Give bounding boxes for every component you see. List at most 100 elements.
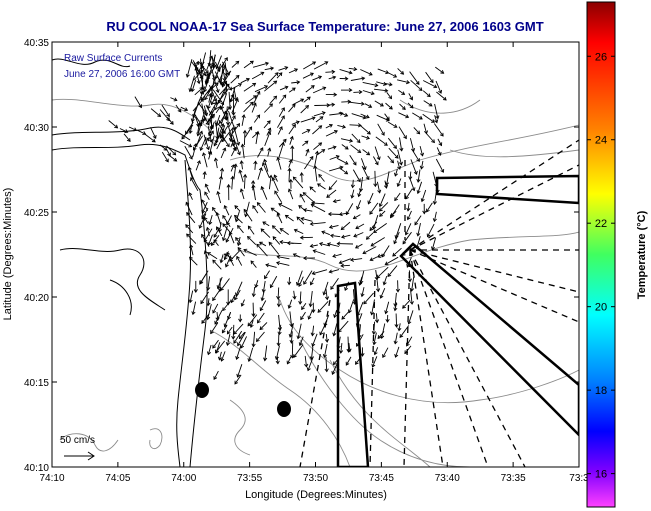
current-vector-head bbox=[384, 88, 389, 93]
current-vector bbox=[358, 188, 362, 197]
current-vector-head bbox=[223, 116, 228, 121]
current-vector-head bbox=[360, 101, 365, 106]
current-vector-head bbox=[252, 82, 257, 87]
current-vector-head bbox=[372, 341, 377, 346]
current-vector-head bbox=[301, 306, 305, 311]
current-vector bbox=[421, 189, 427, 202]
current-vector bbox=[422, 113, 435, 123]
current-vector bbox=[407, 102, 414, 109]
current-vector-head bbox=[238, 169, 243, 174]
current-vector bbox=[435, 66, 444, 74]
current-vector bbox=[207, 125, 212, 143]
current-vector-head bbox=[440, 168, 445, 173]
current-vector-head bbox=[338, 212, 343, 217]
annotation-line-1: Raw Surface Currents bbox=[64, 53, 162, 64]
current-vector bbox=[361, 135, 370, 139]
colorbar bbox=[586, 1, 616, 508]
current-vector bbox=[220, 93, 228, 110]
current-vector-head bbox=[399, 147, 404, 152]
current-vector-head bbox=[321, 230, 326, 235]
current-vector-head bbox=[339, 111, 344, 116]
current-vector bbox=[376, 114, 390, 122]
current-vector-head bbox=[193, 142, 198, 147]
current-vector bbox=[437, 138, 442, 146]
current-vector bbox=[185, 224, 194, 234]
current-vector bbox=[361, 287, 365, 297]
current-vector bbox=[387, 155, 394, 163]
current-vector-head bbox=[434, 119, 439, 124]
current-vector bbox=[332, 253, 342, 257]
current-vector bbox=[185, 202, 193, 216]
map-layer bbox=[52, 50, 579, 467]
current-vector bbox=[277, 115, 285, 128]
current-vector bbox=[271, 207, 280, 215]
current-vector bbox=[377, 253, 385, 258]
current-vector-head bbox=[333, 129, 338, 134]
current-vector-head bbox=[223, 323, 228, 328]
current-vector-head bbox=[344, 145, 349, 150]
current-vector bbox=[433, 211, 437, 222]
current-vector-head bbox=[151, 138, 156, 143]
current-vector bbox=[348, 343, 351, 352]
current-vector bbox=[293, 176, 304, 189]
current-vector bbox=[234, 374, 242, 385]
current-vector-head bbox=[236, 255, 240, 260]
current-vector bbox=[207, 92, 214, 109]
current-vector bbox=[313, 142, 322, 151]
x-tick-label: 73:45 bbox=[369, 473, 394, 484]
current-vector bbox=[191, 79, 197, 92]
current-vector bbox=[221, 127, 234, 142]
current-vector bbox=[234, 289, 241, 300]
current-vector bbox=[203, 114, 210, 126]
current-vector-head bbox=[373, 183, 378, 188]
current-vector-head bbox=[382, 354, 386, 359]
current-vector bbox=[276, 262, 290, 266]
current-vector-head bbox=[328, 224, 333, 229]
current-vector bbox=[215, 63, 222, 79]
current-vector-head bbox=[369, 227, 374, 232]
colorbar-tick-label: 16 bbox=[595, 469, 607, 481]
current-vector bbox=[264, 270, 270, 279]
current-vector-head bbox=[213, 98, 218, 103]
current-vector bbox=[325, 71, 335, 73]
current-vector-head bbox=[216, 226, 220, 231]
current-vector-head bbox=[213, 376, 218, 381]
current-vector bbox=[198, 61, 209, 74]
current-vector bbox=[252, 205, 259, 214]
current-vector-head bbox=[282, 138, 287, 143]
current-vector bbox=[272, 177, 279, 192]
current-vector-head bbox=[218, 120, 223, 125]
current-vector-head bbox=[290, 145, 295, 150]
radial-spokes bbox=[299, 139, 579, 467]
current-vector-head bbox=[289, 135, 294, 140]
current-vector bbox=[243, 130, 246, 146]
current-vector-head bbox=[220, 105, 225, 110]
current-vector-head bbox=[220, 133, 225, 138]
current-vector-head bbox=[362, 250, 367, 255]
current-vector bbox=[307, 356, 314, 371]
current-vector-head bbox=[201, 199, 205, 204]
current-vector bbox=[373, 214, 379, 230]
current-vector-head bbox=[247, 358, 252, 362]
current-vector bbox=[270, 275, 278, 288]
current-vector bbox=[251, 103, 257, 113]
current-vector bbox=[161, 104, 170, 117]
current-vector-head bbox=[234, 380, 239, 385]
current-vector-head bbox=[269, 103, 273, 108]
current-vector bbox=[276, 356, 279, 364]
current-vector bbox=[277, 287, 280, 300]
current-vector-head bbox=[169, 120, 174, 125]
current-vector bbox=[234, 205, 241, 212]
current-vector bbox=[387, 265, 398, 277]
current-vector-head bbox=[208, 138, 213, 143]
current-vector-head bbox=[374, 319, 380, 324]
current-vector-head bbox=[306, 367, 311, 372]
current-vector-head bbox=[181, 135, 186, 140]
current-vector-head bbox=[298, 205, 303, 209]
current-vector-head bbox=[219, 259, 224, 264]
current-vector-head bbox=[230, 164, 235, 169]
current-vector bbox=[186, 59, 193, 78]
current-vector-head bbox=[383, 184, 389, 189]
current-vector bbox=[230, 87, 236, 102]
